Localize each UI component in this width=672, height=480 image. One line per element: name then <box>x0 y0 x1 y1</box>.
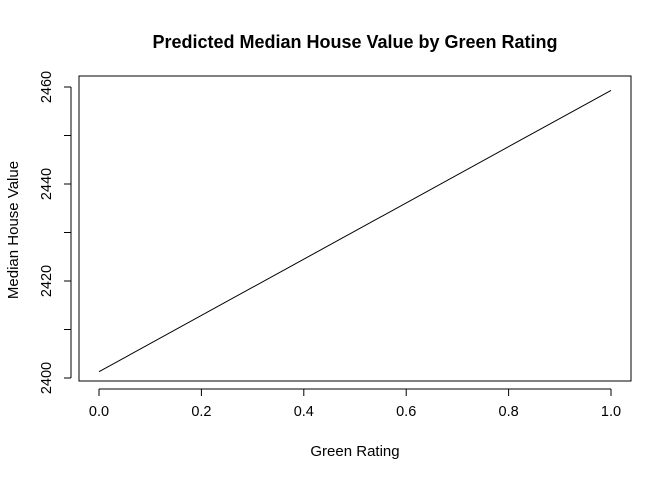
y-tick-label: 2460 <box>39 71 55 103</box>
series-line <box>98 89 612 373</box>
y-axis: 2400 2420 2440 2460 <box>39 71 72 394</box>
y-tick-label: 2400 <box>39 362 55 394</box>
y-tick-label: 2420 <box>39 265 55 297</box>
x-tick-label: 0.8 <box>499 404 519 420</box>
series-group <box>98 89 612 373</box>
x-tick-label: 0.6 <box>396 404 416 420</box>
y-axis-label: Median House Value <box>5 161 22 299</box>
y-tick-label: 2440 <box>39 168 55 200</box>
x-tick-label: 1.0 <box>601 404 621 420</box>
x-axis-label: Green Rating <box>310 443 399 460</box>
x-axis: 0.0 0.2 0.4 0.6 0.8 1.0 <box>89 388 621 420</box>
x-tick-label: 0.4 <box>294 404 314 420</box>
chart-title: Predicted Median House Value by Green Ra… <box>152 32 557 52</box>
x-tick-label: 0.2 <box>191 404 211 420</box>
plot-box <box>78 75 632 382</box>
x-tick-label: 0.0 <box>89 404 109 420</box>
